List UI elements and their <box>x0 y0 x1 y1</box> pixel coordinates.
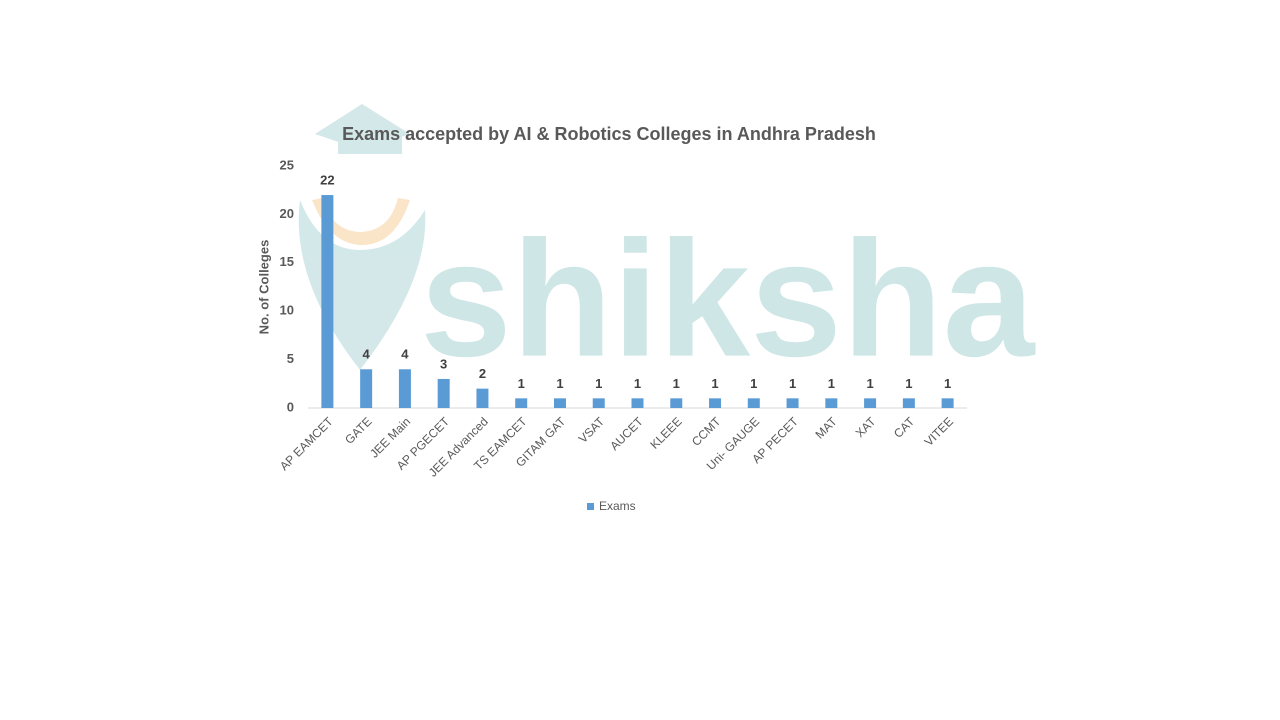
value-label: 1 <box>595 376 602 391</box>
bar <box>553 398 566 408</box>
x-tick-label: AUCET <box>607 414 646 453</box>
y-tick-label: 0 <box>287 399 294 414</box>
value-label: 1 <box>634 376 641 391</box>
legend-label: Exams <box>599 499 636 513</box>
bar <box>592 398 605 408</box>
bar <box>515 398 528 408</box>
y-tick-label: 5 <box>287 351 294 366</box>
bar <box>747 398 760 408</box>
value-label: 1 <box>944 376 951 391</box>
bar <box>864 398 877 408</box>
logo-drop <box>298 200 426 370</box>
x-tick-label: VITEE <box>922 414 956 448</box>
bar <box>941 398 954 408</box>
value-label: 1 <box>711 376 718 391</box>
value-label: 1 <box>789 376 796 391</box>
y-tick-label: 15 <box>280 254 294 269</box>
value-label: 1 <box>866 376 873 391</box>
x-tick-label: CAT <box>891 414 918 441</box>
legend-swatch <box>587 503 594 510</box>
cap-base <box>338 134 402 154</box>
value-label: 22 <box>320 172 334 187</box>
bar <box>786 398 799 408</box>
chart-title: Exams accepted by AI & Robotics Colleges… <box>342 124 876 144</box>
bar <box>631 398 644 408</box>
bar <box>360 369 373 408</box>
value-label: 4 <box>401 347 409 362</box>
value-label: 1 <box>556 376 563 391</box>
x-tick-label: MAT <box>812 414 840 442</box>
y-axis-title: No. of Colleges <box>256 240 271 335</box>
bar <box>670 398 683 408</box>
bar <box>902 398 915 408</box>
logo-arc <box>312 198 410 245</box>
bar <box>476 388 489 408</box>
value-label: 1 <box>673 376 680 391</box>
value-label: 1 <box>518 376 525 391</box>
x-tick-label: VSAT <box>576 414 608 446</box>
bar <box>825 398 838 408</box>
y-tick-label: 25 <box>280 157 294 172</box>
value-label: 1 <box>905 376 912 391</box>
x-tick-label: GATE <box>342 414 374 446</box>
x-tick-label: CCMT <box>689 414 724 449</box>
value-label: 3 <box>440 356 447 371</box>
value-label: 1 <box>828 376 835 391</box>
watermark-logo <box>298 104 426 370</box>
value-label: 4 <box>363 347 371 362</box>
value-label: 2 <box>479 366 486 381</box>
value-label: 1 <box>750 376 757 391</box>
bar <box>709 398 722 408</box>
y-tick-label: 20 <box>280 206 294 221</box>
watermark-text: shiksha <box>420 207 1036 391</box>
bar <box>398 369 411 408</box>
x-tick-label: KLEEE <box>647 414 684 451</box>
bar <box>321 195 334 408</box>
x-tick-label: XAT <box>853 414 879 440</box>
y-tick-label: 10 <box>280 303 294 318</box>
x-tick-label: AP EAMCET <box>277 414 336 473</box>
bar <box>437 378 450 408</box>
